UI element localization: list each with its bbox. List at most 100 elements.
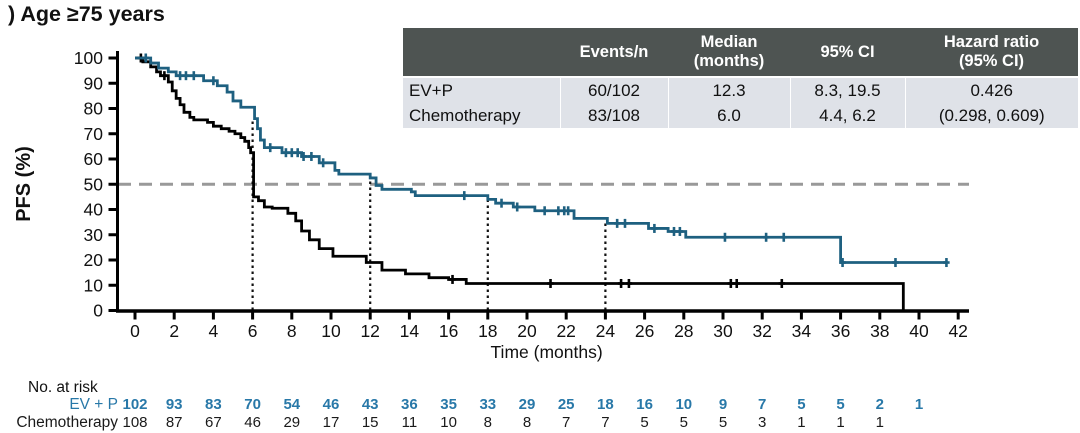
x-tick-label: 12 bbox=[360, 321, 379, 341]
x-tick-label: 22 bbox=[556, 321, 575, 341]
risk-count: 5 bbox=[836, 396, 845, 413]
x-tick-label: 30 bbox=[713, 321, 733, 341]
y-tick-label: 80 bbox=[84, 99, 104, 119]
risk-count: 25 bbox=[557, 396, 575, 413]
y-tick-label: 50 bbox=[84, 174, 104, 194]
risk-count: 7 bbox=[601, 414, 610, 431]
summary-hr: 0.426 bbox=[904, 76, 1078, 103]
risk-count: 36 bbox=[401, 396, 418, 413]
y-tick-label: 30 bbox=[84, 225, 104, 245]
x-tick-label: 0 bbox=[130, 321, 140, 341]
x-tick-label: 28 bbox=[674, 321, 693, 341]
risk-label-evp: EV + P bbox=[69, 396, 118, 413]
risk-count: 87 bbox=[165, 414, 183, 431]
x-tick-label: 32 bbox=[752, 321, 771, 341]
risk-count: 67 bbox=[205, 414, 222, 431]
y-tick-label: 40 bbox=[84, 200, 104, 220]
ev-p-curve bbox=[135, 56, 947, 264]
risk-label-chemotherapy: Chemotherapy bbox=[16, 414, 118, 431]
summary-label: Chemotherapy bbox=[403, 103, 560, 128]
risk-count: 11 bbox=[401, 414, 418, 431]
risk-count: 1 bbox=[875, 414, 884, 431]
risk-count: 1 bbox=[836, 414, 845, 431]
summary-label: EV+P bbox=[403, 76, 560, 103]
summary-ci: 8.3, 19.5 bbox=[789, 76, 905, 103]
risk-count: 17 bbox=[322, 414, 340, 431]
x-tick-label: 6 bbox=[248, 321, 258, 341]
risk-count: 3 bbox=[758, 414, 767, 431]
x-tick-label: 18 bbox=[478, 321, 497, 341]
risk-count: 5 bbox=[640, 414, 649, 431]
y-tick-label: 70 bbox=[84, 124, 104, 144]
page-title: ) Age ≥75 years bbox=[8, 2, 165, 26]
risk-count: 9 bbox=[718, 396, 728, 413]
summary-events: 60/102 bbox=[559, 76, 668, 103]
risk-table-heading: No. at risk bbox=[28, 379, 98, 396]
summary-header-median: Median (months) bbox=[668, 28, 790, 77]
x-tick-label: 14 bbox=[400, 321, 420, 341]
summary-row-evp: EV+P 60/102 12.3 8.3, 19.5 0.426 bbox=[403, 76, 1078, 103]
risk-count: 8 bbox=[483, 414, 492, 431]
y-tick-label: 60 bbox=[84, 149, 104, 169]
summary-hr: (0.298, 0.609) bbox=[904, 103, 1078, 128]
risk-count: 16 bbox=[636, 396, 653, 413]
risk-count: 29 bbox=[283, 414, 301, 431]
x-axis-title: Time (months) bbox=[491, 342, 603, 362]
summary-header-blank bbox=[403, 28, 560, 77]
x-tick-label: 2 bbox=[169, 321, 179, 341]
x-tick-label: 36 bbox=[831, 321, 850, 341]
x-tick-label: 8 bbox=[287, 321, 297, 341]
y-tick-label: 20 bbox=[84, 250, 104, 270]
x-tick-label: 16 bbox=[439, 321, 458, 341]
summary-ci: 4.4, 6.2 bbox=[789, 103, 905, 128]
summary-header-ci: 95% CI bbox=[790, 28, 905, 77]
risk-count: 15 bbox=[361, 414, 379, 431]
x-tick-label: 26 bbox=[635, 321, 654, 341]
x-tick-label: 4 bbox=[209, 321, 219, 341]
summary-median: 12.3 bbox=[667, 76, 790, 103]
chemotherapy-curve bbox=[135, 56, 905, 311]
summary-median: 6.0 bbox=[667, 103, 790, 128]
risk-count: 29 bbox=[518, 396, 536, 413]
x-tick-label: 20 bbox=[517, 321, 537, 341]
x-tick-label: 24 bbox=[596, 321, 616, 341]
risk-count: 2 bbox=[875, 396, 884, 413]
risk-count: 108 bbox=[122, 414, 148, 431]
risk-count: 35 bbox=[440, 396, 457, 413]
summary-table: Events/n Median (months) 95% CI Hazard r… bbox=[403, 28, 1078, 128]
x-tick-label: 34 bbox=[792, 321, 812, 341]
risk-count: 1 bbox=[914, 396, 924, 413]
risk-count: 8 bbox=[522, 414, 532, 431]
y-tick-label: 90 bbox=[84, 73, 104, 93]
summary-header-hr: Hazard ratio (95% CI) bbox=[905, 28, 1078, 77]
summary-header-events: Events/n bbox=[560, 28, 668, 77]
risk-count: 10 bbox=[440, 414, 457, 431]
x-tick-label: 40 bbox=[909, 321, 929, 341]
risk-count: 102 bbox=[122, 396, 148, 413]
y-tick-label: 0 bbox=[93, 301, 103, 321]
chemotherapy-censor-marks bbox=[137, 53, 785, 288]
risk-count: 18 bbox=[597, 396, 614, 413]
risk-count: 70 bbox=[244, 396, 261, 413]
y-tick-label: 100 bbox=[74, 48, 103, 68]
risk-count: 7 bbox=[758, 396, 767, 413]
risk-count: 54 bbox=[283, 396, 301, 413]
risk-count: 83 bbox=[205, 396, 222, 413]
risk-count: 93 bbox=[165, 396, 183, 413]
risk-count: 33 bbox=[479, 396, 497, 413]
summary-row-chemo: Chemotherapy 83/108 6.0 4.4, 6.2 (0.298,… bbox=[403, 103, 1078, 128]
risk-count: 5 bbox=[718, 414, 728, 431]
risk-count: 43 bbox=[361, 396, 379, 413]
ev-p-censor-marks bbox=[142, 53, 950, 268]
summary-events: 83/108 bbox=[559, 103, 668, 128]
risk-count: 1 bbox=[797, 414, 806, 431]
risk-count: 10 bbox=[675, 396, 693, 413]
risk-count: 46 bbox=[322, 396, 340, 413]
x-tick-label: 38 bbox=[870, 321, 889, 341]
y-axis-title: PFS (%) bbox=[13, 146, 35, 222]
risk-count: 46 bbox=[244, 414, 261, 431]
risk-count: 5 bbox=[797, 396, 806, 413]
y-tick-label: 10 bbox=[84, 275, 104, 295]
